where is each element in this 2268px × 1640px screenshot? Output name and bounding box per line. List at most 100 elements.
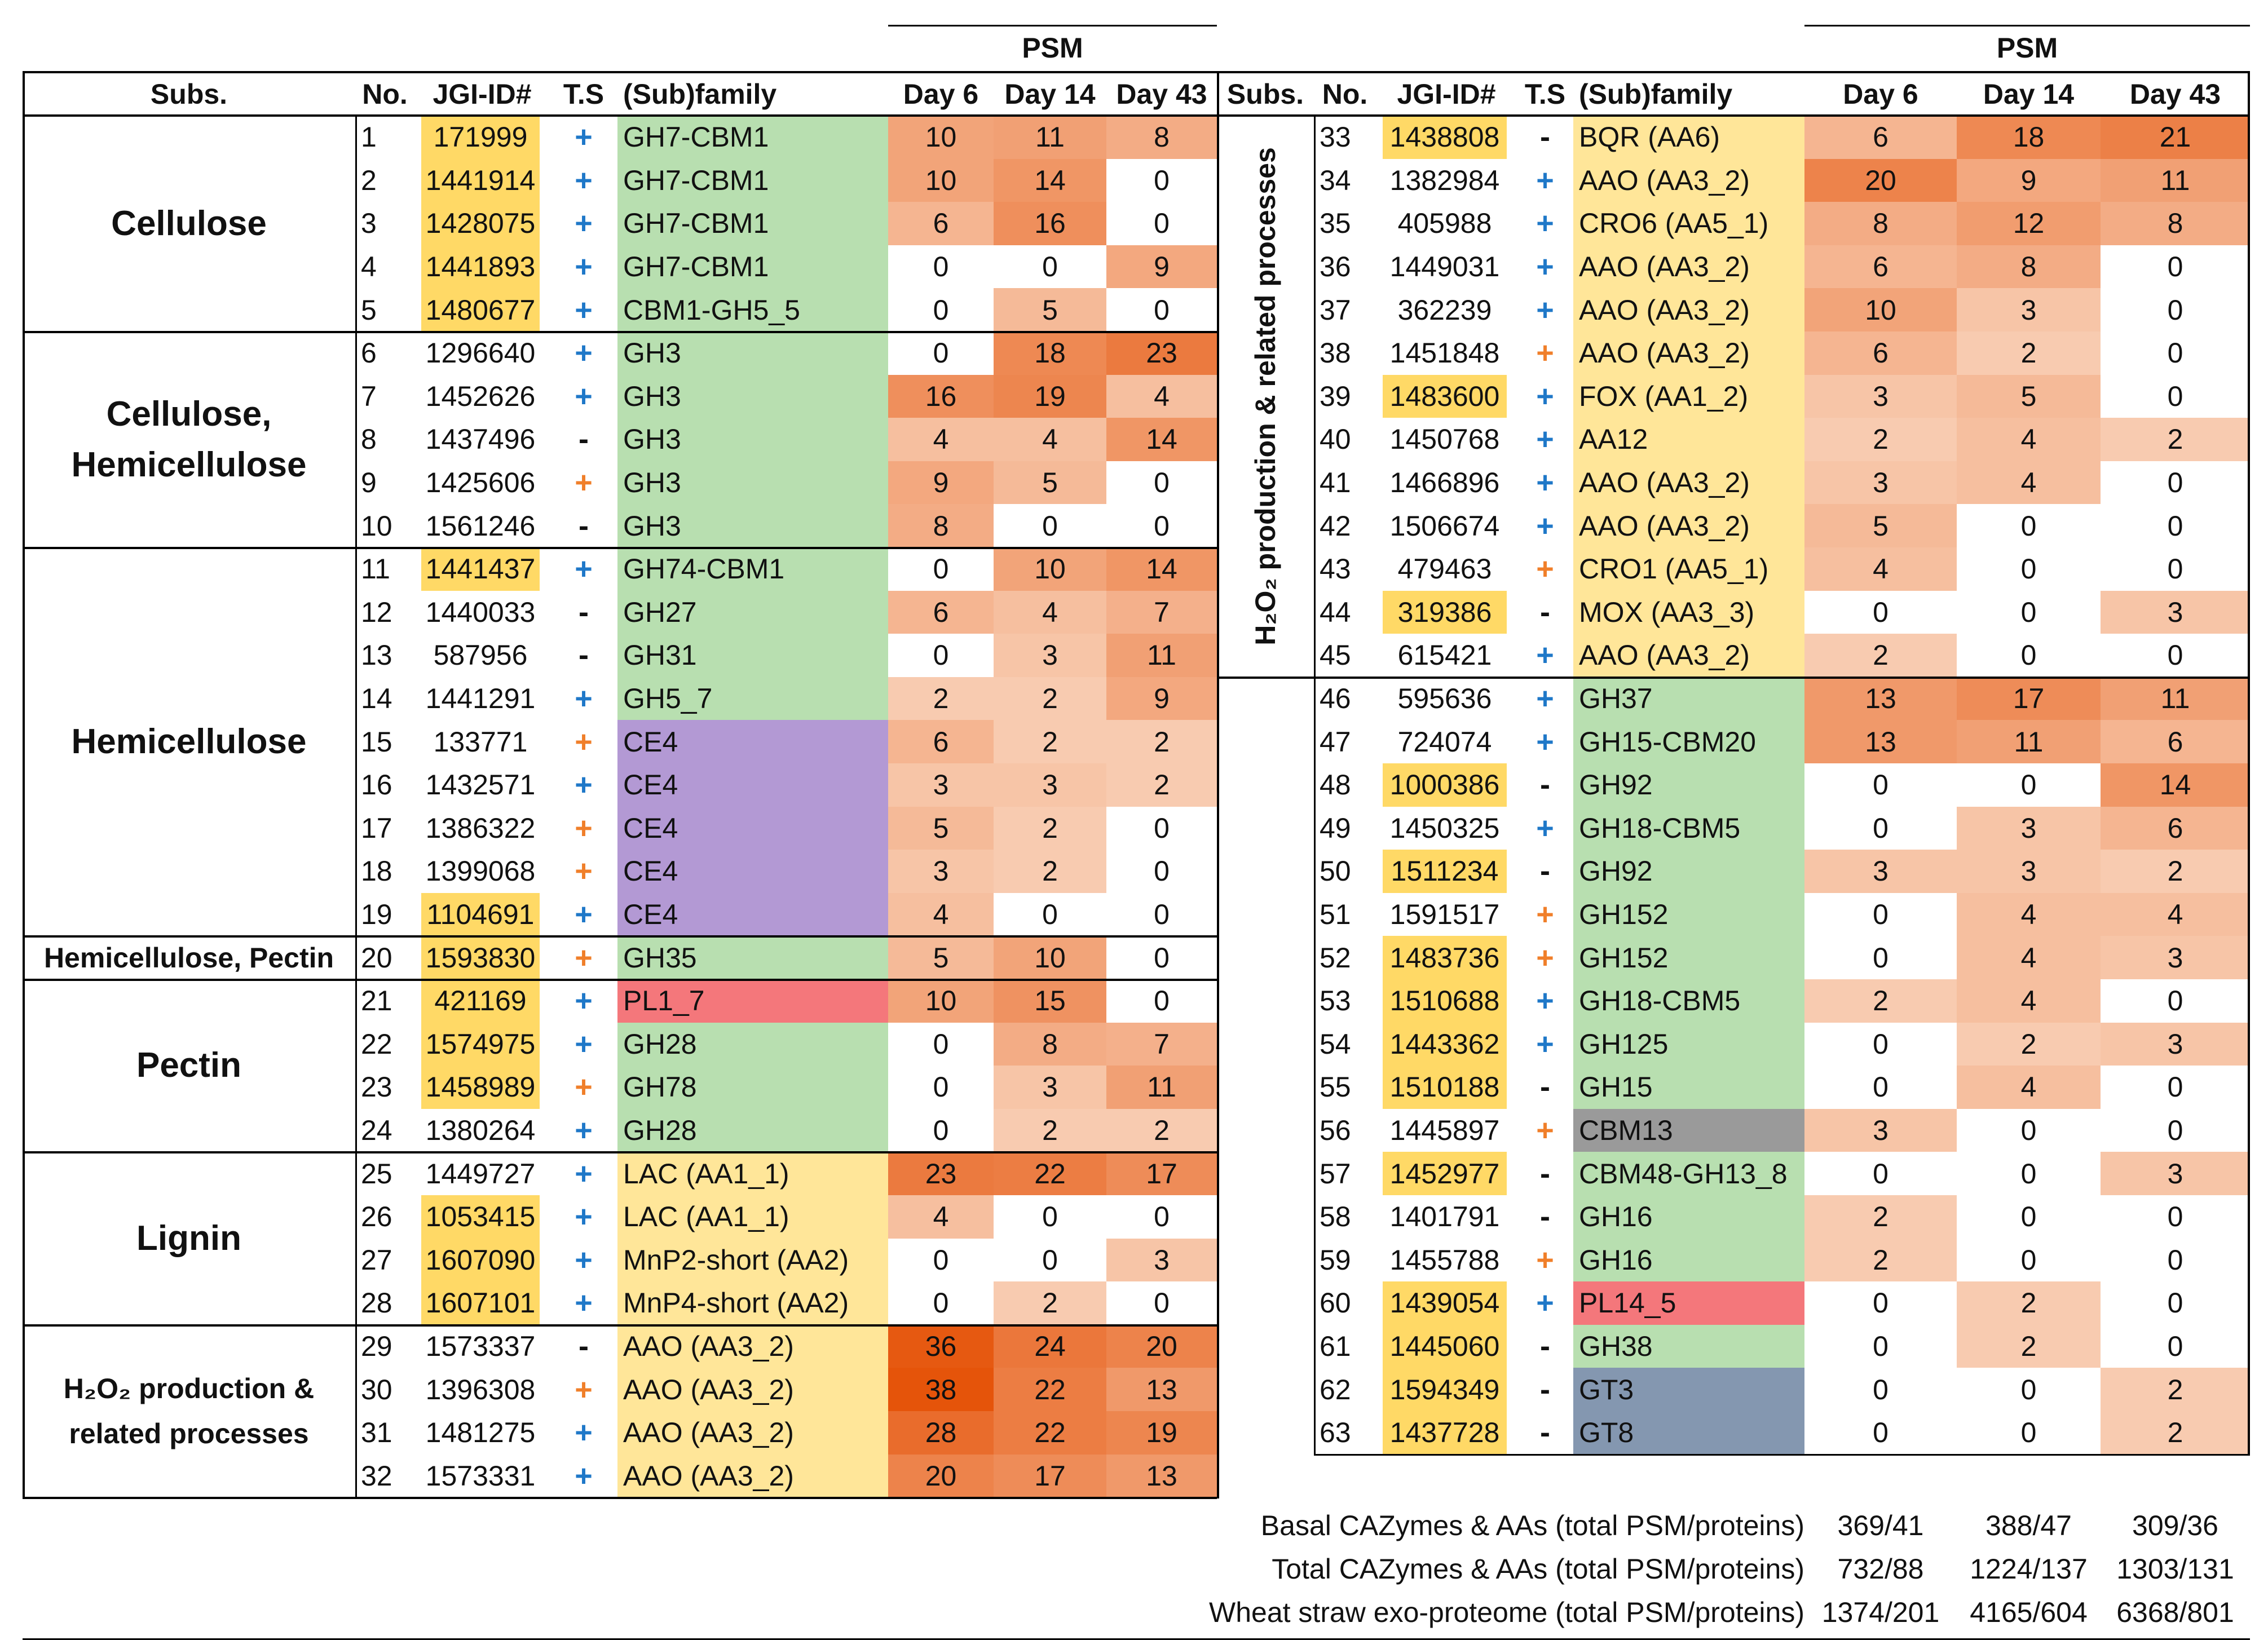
ts-sign: + — [575, 984, 593, 1018]
ts-sign: + — [1536, 898, 1554, 932]
jgi-id: 1445060 — [1383, 1324, 1507, 1368]
row-number: 32 — [361, 1460, 392, 1492]
psm-d43: 2 — [2101, 418, 2250, 461]
psm-d6: 8 — [1804, 202, 1957, 245]
family-label: AAO (AA3_2) — [1573, 634, 1804, 677]
jgi-id: 1441914 — [421, 158, 540, 202]
psm-d6: 8 — [888, 504, 994, 547]
ts-sign: + — [575, 250, 593, 284]
jgi-id: 1452626 — [425, 380, 536, 412]
ts-sign: + — [575, 206, 593, 241]
psm-d14: 17 — [994, 1454, 1106, 1498]
column-header-ts-left: T.S — [563, 78, 604, 110]
psm-d14: 2 — [994, 1108, 1106, 1152]
psm-d6: 0 — [933, 1115, 949, 1147]
psm-d43: 17 — [1106, 1152, 1217, 1195]
family-label: GH3 — [617, 331, 888, 375]
psm-d43: 0 — [2167, 1071, 2183, 1103]
ts-sign: + — [575, 1070, 593, 1104]
row-number: 31 — [361, 1417, 392, 1449]
row-number: 42 — [1320, 510, 1351, 542]
psm-d43: 0 — [1154, 510, 1170, 542]
ts-sign: + — [575, 811, 593, 845]
row-number: 50 — [1320, 855, 1351, 887]
family-label: AAO (AA3_2) — [1573, 504, 1804, 547]
psm-d6: 2 — [1804, 634, 1957, 677]
psm-d14: 22 — [994, 1152, 1106, 1195]
psm-d43: 19 — [1106, 1411, 1217, 1455]
psm-d14: 12 — [1957, 202, 2101, 245]
psm-d14: 3 — [994, 634, 1106, 677]
ts-sign: + — [1536, 1286, 1554, 1320]
summary-d43: 6368/801 — [2116, 1596, 2234, 1628]
jgi-id: 1441893 — [421, 245, 540, 289]
substrate-group-label: Cellulose, Hemicellulose — [71, 394, 307, 484]
horizontal-rule — [23, 114, 2250, 117]
family-label: AAO (AA3_2) — [617, 1454, 888, 1498]
psm-d6: 4 — [888, 892, 994, 936]
row-number: 12 — [361, 596, 392, 628]
psm-d14: 10 — [994, 547, 1106, 591]
psm-d6: 0 — [1873, 1157, 1888, 1190]
horizontal-rule — [23, 71, 2250, 73]
jgi-id: 615421 — [1397, 639, 1492, 671]
jgi-id: 1573337 — [425, 1330, 536, 1363]
family-label: GH16 — [1573, 1195, 1804, 1239]
psm-d43: 23 — [1106, 331, 1217, 375]
family-label: MnP4-short (AA2) — [617, 1281, 888, 1325]
summary-d14: 1224/137 — [1970, 1553, 2088, 1585]
horizontal-rule — [23, 1151, 1217, 1154]
row-number: 61 — [1320, 1330, 1351, 1363]
family-label: PL14_5 — [1573, 1281, 1804, 1325]
psm-d43: 0 — [1154, 941, 1170, 974]
ts-sign: - — [1540, 1070, 1550, 1104]
psm-d43: 3 — [2101, 590, 2250, 634]
family-label: GH152 — [1573, 892, 1804, 936]
row-number: 53 — [1320, 985, 1351, 1017]
jgi-id: 1449727 — [425, 1157, 536, 1190]
column-header-no-right: No. — [1322, 78, 1368, 110]
psm-d6: 0 — [933, 337, 949, 369]
jgi-id: 1428075 — [421, 202, 540, 245]
family-label: PL1_7 — [617, 979, 888, 1023]
family-label: CE4 — [617, 850, 888, 893]
psm-d14: 10 — [994, 936, 1106, 979]
psm-d6: 10 — [1804, 288, 1957, 331]
row-number: 58 — [1320, 1201, 1351, 1233]
ts-sign: + — [1536, 250, 1554, 284]
psm-d14: 18 — [1957, 116, 2101, 159]
ts-sign: + — [575, 1286, 593, 1320]
ts-sign: + — [575, 163, 593, 197]
row-number: 29 — [361, 1330, 392, 1363]
psm-d14: 0 — [2020, 553, 2037, 585]
jgi-id: 1425606 — [425, 467, 536, 499]
psm-d6: 3 — [1804, 461, 1957, 505]
psm-d6: 2 — [1804, 979, 1957, 1023]
jgi-id: 1000386 — [1383, 763, 1507, 807]
jgi-id: 479463 — [1397, 553, 1492, 585]
psm-d43: 3 — [2101, 1022, 2250, 1066]
psm-d6: 3 — [1804, 850, 1957, 893]
psm-d43: 0 — [2167, 510, 2183, 542]
row-number: 55 — [1320, 1071, 1351, 1103]
horizontal-rule — [23, 1497, 1217, 1500]
psm-d14: 0 — [2020, 1157, 2037, 1190]
family-label: GH3 — [617, 374, 888, 418]
jgi-id: 1607101 — [421, 1281, 540, 1325]
family-label: AAO (AA3_2) — [617, 1324, 888, 1368]
psm-d14: 3 — [1957, 850, 2101, 893]
psm-d6: 5 — [888, 806, 994, 850]
horizontal-rule — [23, 979, 1217, 981]
psm-header-right: PSM — [1996, 32, 2058, 64]
family-label: CE4 — [617, 763, 888, 807]
ts-sign: + — [1536, 940, 1554, 975]
jgi-id: 1437496 — [425, 423, 536, 456]
summary-d14: 4165/604 — [1970, 1596, 2088, 1628]
psm-d14: 0 — [1042, 510, 1058, 542]
jgi-id: 1296640 — [425, 337, 536, 369]
summary-label: Basal CAZymes & AAs (total PSM/proteins) — [1260, 1510, 1804, 1542]
psm-d43: 0 — [2167, 1201, 2183, 1233]
psm-d14: 0 — [2020, 510, 2037, 542]
psm-d43: 0 — [1154, 207, 1170, 240]
row-number: 40 — [1320, 423, 1351, 456]
